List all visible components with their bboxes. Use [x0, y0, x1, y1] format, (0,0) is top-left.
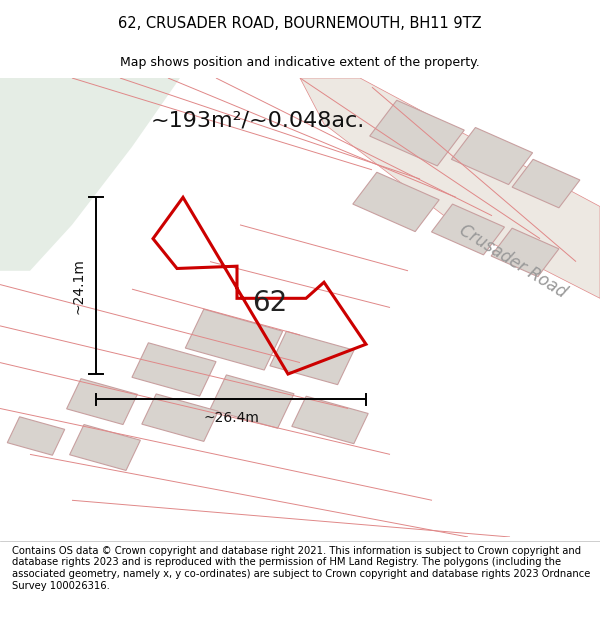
Text: Contains OS data © Crown copyright and database right 2021. This information is : Contains OS data © Crown copyright and d… [12, 546, 590, 591]
Polygon shape [70, 424, 140, 471]
Text: 62, CRUSADER ROAD, BOURNEMOUTH, BH11 9TZ: 62, CRUSADER ROAD, BOURNEMOUTH, BH11 9TZ [118, 16, 482, 31]
Polygon shape [142, 394, 218, 441]
Polygon shape [67, 379, 137, 424]
Polygon shape [185, 309, 283, 370]
Polygon shape [292, 396, 368, 444]
Polygon shape [270, 331, 354, 384]
Polygon shape [0, 78, 180, 271]
Text: Crusader Road: Crusader Road [456, 221, 570, 302]
Text: 62: 62 [253, 289, 287, 317]
Polygon shape [431, 204, 505, 255]
Polygon shape [370, 100, 464, 166]
Polygon shape [300, 78, 600, 298]
Text: ~26.4m: ~26.4m [203, 411, 259, 425]
Polygon shape [353, 173, 439, 232]
Polygon shape [512, 159, 580, 208]
Polygon shape [7, 417, 65, 455]
Polygon shape [132, 342, 216, 396]
Text: Map shows position and indicative extent of the property.: Map shows position and indicative extent… [120, 56, 480, 69]
Polygon shape [451, 127, 533, 184]
Text: ~193m²/~0.048ac.: ~193m²/~0.048ac. [151, 110, 365, 130]
Polygon shape [210, 375, 294, 428]
Text: ~24.1m: ~24.1m [71, 258, 85, 314]
Polygon shape [491, 228, 559, 277]
